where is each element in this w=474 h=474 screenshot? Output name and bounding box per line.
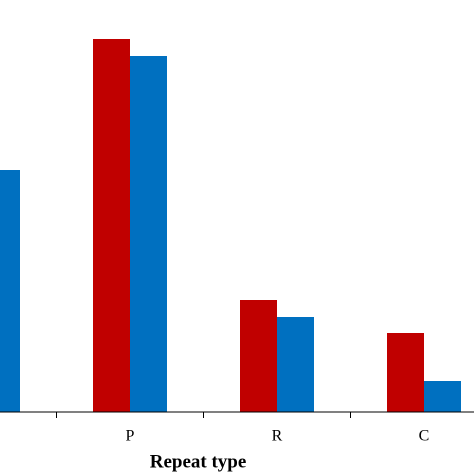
x-tick-label: R [272, 428, 283, 445]
bar [277, 317, 314, 412]
bar [424, 381, 461, 412]
bar [93, 39, 130, 412]
x-axis-label: Repeat type [150, 451, 247, 472]
bar [240, 300, 277, 412]
bar [130, 56, 167, 412]
x-tick-label: C [419, 428, 430, 445]
bar [0, 170, 20, 412]
bar [387, 333, 424, 412]
x-tick-label: P [126, 428, 135, 445]
